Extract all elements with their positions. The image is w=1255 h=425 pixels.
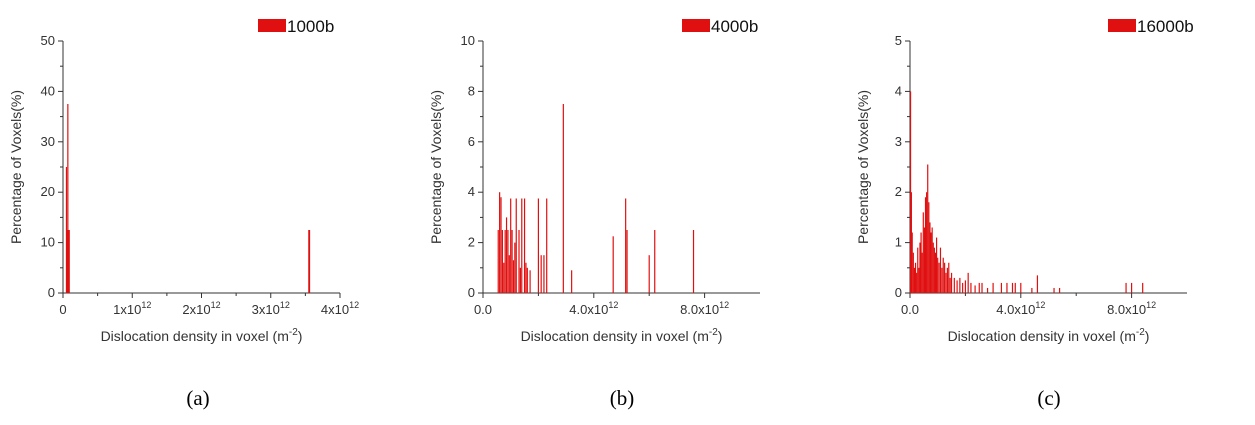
x-tick-label: 8.0x1012 xyxy=(1107,300,1156,317)
x-axis-label: Dislocation density in voxel (m-2) xyxy=(521,327,723,344)
x-tick-label: 2x1012 xyxy=(182,300,220,317)
legend-swatch xyxy=(682,19,710,32)
chart-panel-1: 0 10 20 30 40 50 0 1x1012 2x1012 3x1012 4x1012 Perc… xyxy=(8,17,359,410)
chart-panel-2: 0 2 4 6 8 10 0.0 4.0x1012 8.0x1012 Percentage of … xyxy=(428,17,760,410)
y-tick-label: 30 xyxy=(41,134,55,149)
x-tick-label: 3x1012 xyxy=(252,300,290,317)
y-tick-label: 40 xyxy=(41,83,55,98)
legend-label: 1000b xyxy=(287,17,334,36)
y-tick-label: 20 xyxy=(41,184,55,199)
x-tick-label: 8.0x1012 xyxy=(680,300,729,317)
legend-swatch xyxy=(1108,19,1136,32)
y-tick-label: 5 xyxy=(895,33,902,48)
x-tick-label: 0.0 xyxy=(474,302,492,317)
x-axis-label: Dislocation density in voxel (m-2) xyxy=(948,327,1150,344)
x-tick-label: 1x1012 xyxy=(113,300,151,317)
y-tick-label: 0 xyxy=(48,285,55,300)
x-axis-label: Dislocation density in voxel (m-2) xyxy=(101,327,303,344)
y-tick-label: 8 xyxy=(468,83,475,98)
panel-caption: (c) xyxy=(1037,386,1060,410)
y-tick-label: 10 xyxy=(41,235,55,250)
panel-caption: (b) xyxy=(610,386,635,410)
y-tick-label: 2 xyxy=(895,184,902,199)
y-tick-label: 10 xyxy=(461,33,475,48)
legend-label: 16000b xyxy=(1137,17,1194,36)
x-tick-label: 4x1012 xyxy=(321,300,359,317)
y-axis-label: Percentage of Voxels(%) xyxy=(428,90,444,244)
x-tick-label: 0 xyxy=(59,302,66,317)
y-tick-label: 50 xyxy=(41,33,55,48)
y-tick-label: 6 xyxy=(468,134,475,149)
legend-swatch xyxy=(258,19,286,32)
panel-caption: (a) xyxy=(186,386,209,410)
legend-label: 4000b xyxy=(711,17,758,36)
x-tick-label: 4.0x1012 xyxy=(569,300,618,317)
y-tick-label: 3 xyxy=(895,134,902,149)
y-tick-label: 1 xyxy=(895,235,902,250)
y-tick-label: 2 xyxy=(468,235,475,250)
chart-panel-3: 0 1 2 3 4 5 0.0 4.0x1012 8.0x1012 Percentage of V… xyxy=(855,17,1194,410)
x-tick-label: 4.0x1012 xyxy=(996,300,1045,317)
y-tick-label: 4 xyxy=(468,184,475,199)
y-axis-label: Percentage of Voxels(%) xyxy=(8,90,24,244)
y-axis-label: Percentage of Voxels(%) xyxy=(855,90,871,244)
y-tick-label: 0 xyxy=(468,285,475,300)
y-tick-label: 0 xyxy=(895,285,902,300)
y-tick-label: 4 xyxy=(895,83,902,98)
x-tick-label: 0.0 xyxy=(901,302,919,317)
